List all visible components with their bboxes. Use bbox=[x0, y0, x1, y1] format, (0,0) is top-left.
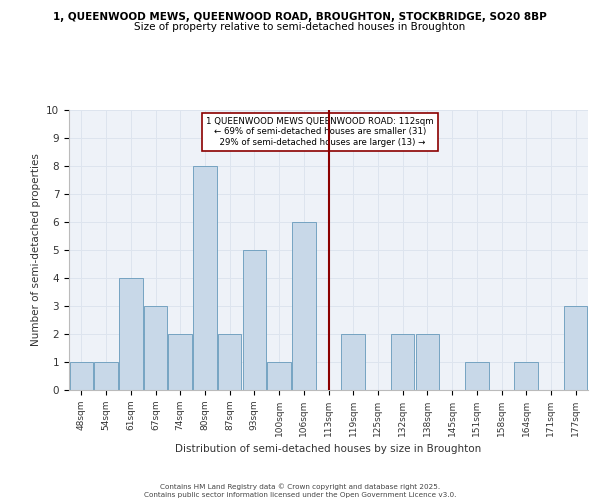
Bar bbox=[514, 362, 538, 390]
Bar bbox=[94, 362, 118, 390]
Bar bbox=[341, 334, 365, 390]
X-axis label: Distribution of semi-detached houses by size in Broughton: Distribution of semi-detached houses by … bbox=[175, 444, 482, 454]
Bar bbox=[416, 334, 439, 390]
Bar bbox=[292, 222, 316, 390]
Text: Size of property relative to semi-detached houses in Broughton: Size of property relative to semi-detach… bbox=[134, 22, 466, 32]
Text: 1 QUEENWOOD MEWS QUEENWOOD ROAD: 112sqm
← 69% of semi-detached houses are smalle: 1 QUEENWOOD MEWS QUEENWOOD ROAD: 112sqm … bbox=[206, 117, 434, 147]
Bar bbox=[70, 362, 93, 390]
Bar bbox=[144, 306, 167, 390]
Bar bbox=[268, 362, 291, 390]
Bar bbox=[218, 334, 241, 390]
Bar bbox=[564, 306, 587, 390]
Text: Contains HM Land Registry data © Crown copyright and database right 2025.
Contai: Contains HM Land Registry data © Crown c… bbox=[144, 484, 456, 498]
Bar bbox=[465, 362, 488, 390]
Y-axis label: Number of semi-detached properties: Number of semi-detached properties bbox=[31, 154, 41, 346]
Bar bbox=[169, 334, 192, 390]
Bar bbox=[193, 166, 217, 390]
Bar bbox=[242, 250, 266, 390]
Bar bbox=[391, 334, 415, 390]
Text: 1, QUEENWOOD MEWS, QUEENWOOD ROAD, BROUGHTON, STOCKBRIDGE, SO20 8BP: 1, QUEENWOOD MEWS, QUEENWOOD ROAD, BROUG… bbox=[53, 12, 547, 22]
Bar bbox=[119, 278, 143, 390]
